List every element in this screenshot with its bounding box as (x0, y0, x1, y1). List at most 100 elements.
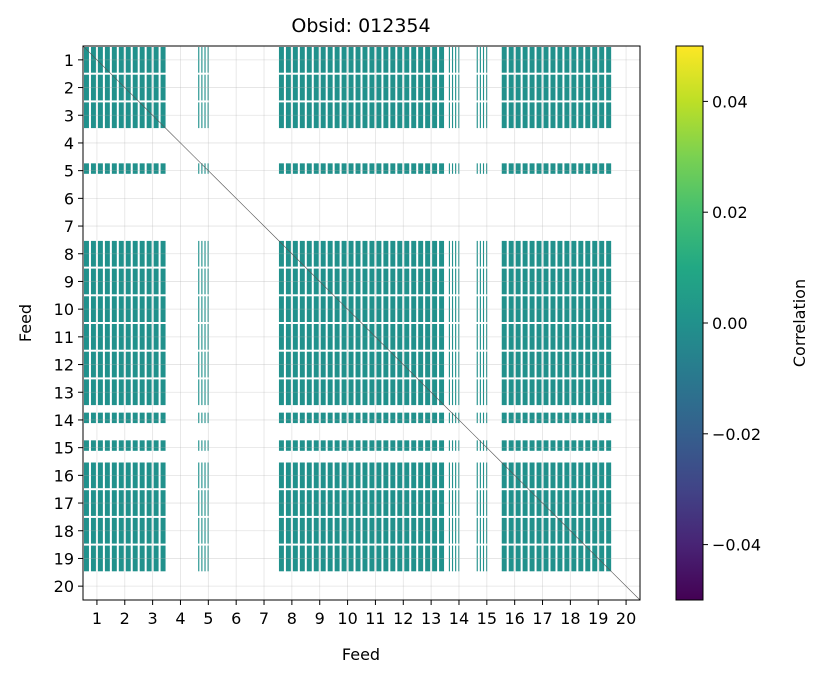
heatmap-stripe (355, 74, 361, 101)
heatmap-stripe (160, 268, 166, 295)
heatmap-stripe (411, 268, 417, 295)
heatmap-stripe (571, 163, 577, 174)
heatmap-stripe (376, 545, 382, 572)
heatmap-stripe (448, 240, 450, 267)
heatmap-stripe (501, 351, 507, 378)
heatmap-cell-9-15 (476, 268, 488, 295)
heatmap-stripe (118, 440, 124, 451)
heatmap-stripe (118, 517, 124, 544)
heatmap-stripe (536, 296, 542, 322)
heatmap-stripe (522, 163, 528, 174)
heatmap-cell-14-19 (585, 412, 612, 424)
heatmap-cell-2-9 (306, 74, 333, 101)
heatmap-stripe (355, 379, 361, 406)
heatmap-stripe (529, 545, 535, 572)
heatmap-stripe (204, 490, 206, 516)
heatmap-stripe (543, 102, 549, 129)
heatmap-stripe (557, 324, 563, 350)
heatmap-stripe (111, 47, 117, 73)
heatmap-stripe (90, 240, 96, 267)
heatmap-stripe (278, 412, 284, 424)
heatmap-cell-17-17 (529, 490, 556, 516)
heatmap-stripe (369, 324, 375, 350)
heatmap-cell-16-17 (529, 462, 556, 489)
heatmap-cell-19-15 (476, 545, 488, 572)
heatmap-stripe (327, 440, 333, 451)
heatmap-stripe (132, 412, 138, 424)
heatmap-stripe (606, 517, 612, 544)
heatmap-stripe (529, 74, 535, 101)
heatmap-stripe (448, 296, 450, 322)
heatmap-stripe (418, 240, 424, 267)
heatmap-stripe (448, 412, 450, 424)
heatmap-stripe (292, 268, 298, 295)
heatmap-stripe (376, 462, 382, 489)
heatmap-stripe (606, 490, 612, 516)
heatmap-stripe (536, 412, 542, 424)
heatmap-cell-17-18 (557, 490, 584, 516)
heatmap-cell-14-14 (448, 412, 460, 424)
heatmap-stripe (355, 351, 361, 378)
heatmap-stripe (341, 268, 347, 295)
heatmap-cell-14-11 (362, 412, 389, 424)
heatmap-cell-19-5 (198, 545, 209, 572)
heatmap-stripe (476, 163, 478, 174)
heatmap-stripe (341, 440, 347, 451)
heatmap-stripe (355, 296, 361, 322)
heatmap-cell-8-3 (139, 240, 166, 267)
heatmap-stripe (204, 440, 206, 451)
heatmap-stripe (482, 412, 485, 424)
heatmap-stripe (397, 163, 403, 174)
heatmap-stripe (125, 440, 131, 451)
heatmap-stripe (313, 296, 319, 322)
heatmap-stripe (292, 379, 298, 406)
heatmap-cell-9-19 (585, 268, 612, 295)
heatmap-stripe (606, 74, 612, 101)
heatmap-stripe (111, 102, 117, 129)
heatmap-stripe (564, 412, 570, 424)
heatmap-stripe (97, 379, 103, 406)
heatmap-stripe (198, 462, 200, 489)
diagonal-line (333, 295, 362, 324)
heatmap-cell-10-19 (585, 296, 612, 322)
heatmap-cell-13-11 (362, 379, 389, 406)
heatmap-stripe (404, 462, 410, 489)
heatmap-stripe (334, 74, 340, 101)
heatmap-stripe (479, 490, 481, 516)
heatmap-stripe (564, 351, 570, 378)
heatmap-stripe (104, 462, 110, 489)
heatmap-cell-14-8 (278, 412, 305, 424)
heatmap-stripe (341, 163, 347, 174)
heatmap-stripe (153, 412, 159, 424)
heatmap-stripe (320, 268, 326, 295)
heatmap-stripe (451, 324, 454, 350)
heatmap-stripe (606, 351, 612, 378)
heatmap-stripe (390, 74, 396, 101)
heatmap-stripe (306, 462, 312, 489)
heatmap-stripe (160, 102, 166, 129)
heatmap-cell-3-18 (557, 102, 584, 129)
heatmap-stripe (397, 296, 403, 322)
heatmap-cell-2-14 (448, 74, 460, 101)
heatmap-stripe (418, 163, 424, 174)
heatmap-stripe (104, 379, 110, 406)
diagonal-line (194, 156, 223, 185)
heatmap-stripe (501, 47, 507, 73)
x-tick-label: 1 (92, 609, 102, 628)
heatmap-stripe (160, 462, 166, 489)
heatmap-stripe (411, 379, 417, 406)
heatmap-stripe (578, 462, 584, 489)
x-tick-label: 7 (259, 609, 269, 628)
x-tick-label: 8 (287, 609, 297, 628)
heatmap-stripe (564, 440, 570, 451)
heatmap-stripe (486, 74, 488, 101)
heatmap-stripe (571, 240, 577, 267)
diagonal-line (556, 516, 585, 545)
heatmap-stripe (292, 102, 298, 129)
heatmap-stripe (376, 324, 382, 350)
heatmap-stripe (132, 324, 138, 350)
heatmap-stripe (369, 163, 375, 174)
heatmap-stripe (334, 517, 340, 544)
heatmap-cell-19-8 (278, 545, 305, 572)
